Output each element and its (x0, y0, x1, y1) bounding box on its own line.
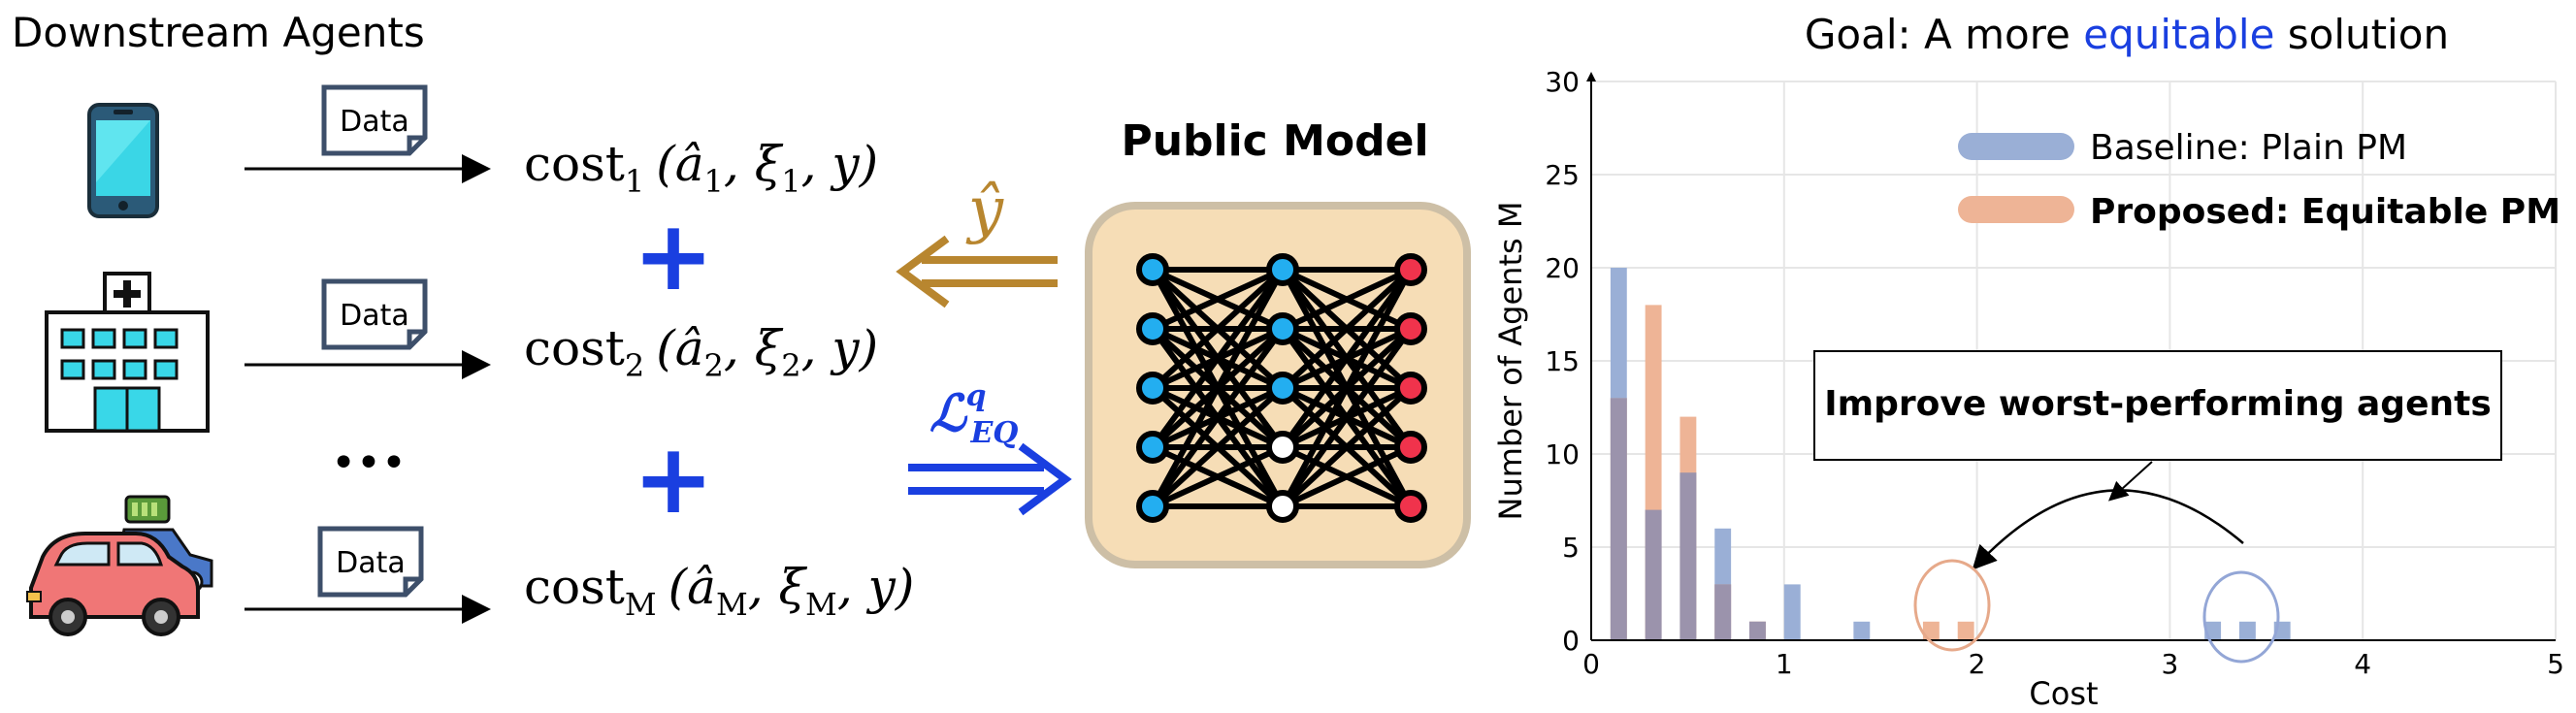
nn-edge (1150, 268, 1286, 449)
legend-label-proposed: Proposed: Equitable PM (2090, 192, 2560, 232)
plus-sign-1: + (633, 199, 714, 312)
nn-node (1394, 312, 1427, 345)
data-document-1: Data (321, 84, 428, 156)
nn-node (1266, 431, 1299, 464)
y-tick-label: 0 (1562, 625, 1580, 657)
y-hat-label: ŷ (965, 175, 1004, 246)
data-document-2: Data (321, 278, 428, 350)
nn-node (1266, 490, 1299, 523)
bar-overlap (1749, 621, 1766, 640)
proposed-tail-ellipse (1913, 559, 1991, 652)
nn-edge (1280, 267, 1414, 391)
loss-label: ℒq EQ (929, 379, 1018, 450)
y-tick-label: 20 (1545, 252, 1580, 284)
x-tick-label: 2 (1969, 648, 1986, 680)
data-label-1: Data (340, 105, 409, 139)
nn-node (1266, 372, 1299, 405)
x-tick-label: 5 (2547, 648, 2564, 680)
bar-baseline (1853, 621, 1871, 640)
x-tick-label: 3 (2161, 648, 2178, 680)
y-tick-label: 25 (1545, 159, 1580, 191)
legend-swatch-proposed (1958, 196, 2074, 223)
x-tick-label: 0 (1582, 648, 1600, 680)
cost-expression-1: cost1 (â1, ξ1, y) (524, 136, 878, 200)
x-axis-label: Cost (2029, 675, 2098, 712)
ellipsis: ••• (331, 438, 407, 488)
nn-node (1136, 431, 1169, 464)
chart-legend: Baseline: Plain PM Proposed: Equitable PM (1958, 128, 2560, 232)
chart-title: Goal: A more equitable solution (1805, 11, 2449, 58)
nn-node (1394, 253, 1427, 286)
x-tick-label: 1 (1776, 648, 1793, 680)
nn-node (1394, 490, 1427, 523)
annotation-text: Improve worst-performing agents (1824, 384, 2492, 424)
bar-proposed (1922, 621, 1940, 640)
car-icon (26, 495, 213, 636)
public-model-title: Public Model (1121, 116, 1428, 166)
cost-expression-3: costM (âM, ξM, y) (524, 559, 914, 623)
y-tick-label: 30 (1545, 66, 1580, 98)
y-tick-label: 10 (1545, 438, 1580, 470)
x-tick-label: 4 (2354, 648, 2371, 680)
nn-node (1136, 490, 1169, 523)
nn-node (1266, 253, 1299, 286)
cost-expression-2: cost2 (â2, ξ2, y) (524, 320, 878, 384)
nn-edge (1280, 327, 1414, 508)
nn-node (1136, 312, 1169, 345)
hospital-icon (45, 272, 210, 433)
nn-node (1394, 372, 1427, 405)
legend-label-baseline: Baseline: Plain PM (2090, 128, 2407, 168)
nn-node (1266, 312, 1299, 345)
nn-node (1136, 253, 1169, 286)
training-loss-arrow (908, 442, 1072, 516)
nn-edge (1281, 444, 1413, 509)
legend-swatch-baseline (1958, 133, 2074, 160)
bar-baseline (2238, 621, 2256, 640)
nn-edge (1151, 444, 1285, 509)
bar-proposed (1957, 621, 1974, 640)
downstream-agents-title: Downstream Agents (12, 9, 425, 56)
nn-node (1136, 372, 1169, 405)
nn-edge (1280, 268, 1414, 508)
data-label-2: Data (340, 299, 409, 333)
nn-edge (1150, 267, 1286, 391)
nn-node (1394, 431, 1427, 464)
bar-overlap (1610, 398, 1627, 640)
nn-edge (1150, 268, 1286, 508)
y-axis-label: Number of Agents M (1492, 202, 1529, 521)
bar-overlap (1714, 584, 1732, 640)
smartphone-icon (87, 103, 159, 218)
y-tick-label: 15 (1545, 345, 1580, 377)
plus-sign-2: + (633, 422, 714, 535)
bar-overlap (1679, 472, 1697, 640)
baseline-tail-ellipse (2202, 570, 2280, 664)
annotation-pointer (2108, 461, 2153, 502)
nn-edge (1281, 267, 1413, 332)
data-document-3: Data (317, 526, 424, 598)
bar-overlap (1645, 509, 1662, 640)
y-axis-arrowhead (1586, 72, 1596, 81)
annotation-box (1813, 350, 2502, 461)
y-tick-label: 5 (1562, 532, 1580, 564)
nn-edge (1280, 268, 1414, 449)
improvement-arrow (1972, 489, 2244, 570)
prediction-arrow (896, 235, 1058, 308)
nn-edge (1280, 385, 1414, 509)
nn-edge (1150, 385, 1286, 509)
nn-edge (1151, 267, 1285, 332)
data-label-3: Data (336, 546, 406, 580)
histogram-chart: Goal: A more equitable solution 0 1 2 3 4 5 0 5 1… (1492, 11, 2564, 712)
bar-baseline (1783, 584, 1801, 640)
neural-network-diagram (1136, 253, 1427, 523)
nn-edge (1150, 327, 1286, 508)
